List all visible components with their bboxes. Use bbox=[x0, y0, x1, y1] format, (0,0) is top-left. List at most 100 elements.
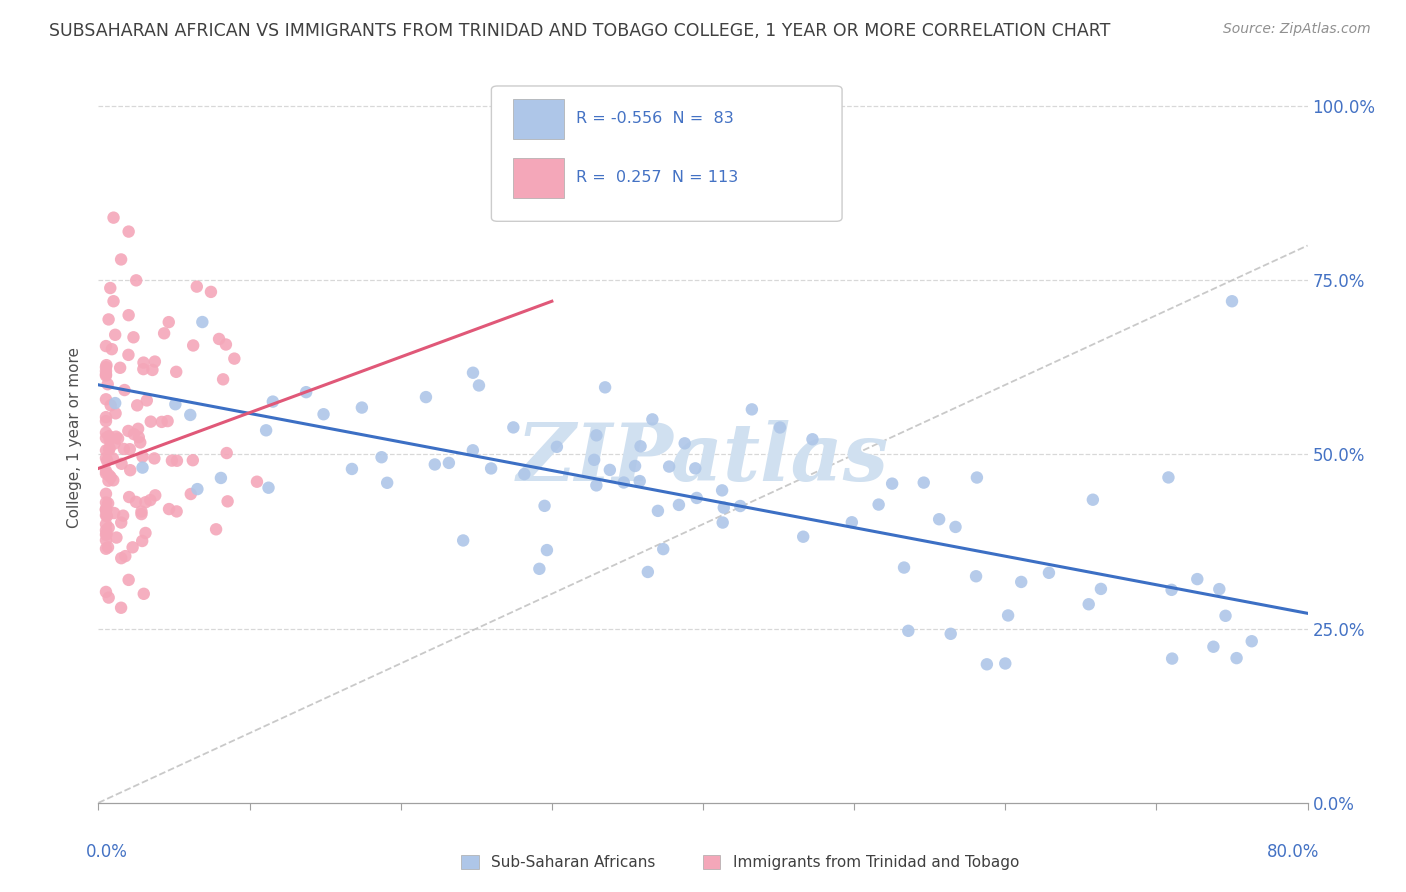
Point bbox=[118, 308, 141, 322]
Point bbox=[121, 541, 143, 555]
Point bbox=[215, 337, 238, 351]
Point bbox=[94, 467, 117, 481]
Point bbox=[94, 425, 117, 440]
Point bbox=[110, 457, 132, 471]
Point bbox=[479, 461, 502, 475]
Point bbox=[132, 587, 155, 601]
Point bbox=[583, 453, 606, 467]
Point bbox=[375, 475, 398, 490]
Point bbox=[94, 502, 117, 516]
Point bbox=[125, 273, 148, 287]
Point bbox=[224, 351, 246, 366]
Point bbox=[939, 627, 962, 641]
Point bbox=[215, 446, 238, 460]
Point bbox=[965, 569, 987, 583]
Point bbox=[98, 468, 121, 483]
Point bbox=[96, 509, 118, 524]
Point bbox=[98, 441, 121, 455]
Point bbox=[217, 494, 239, 508]
Point bbox=[97, 377, 120, 392]
Point bbox=[437, 456, 460, 470]
Point bbox=[1077, 597, 1099, 611]
Point bbox=[110, 551, 132, 566]
Point bbox=[122, 330, 145, 344]
Point bbox=[97, 474, 120, 488]
Point bbox=[897, 624, 920, 638]
Point bbox=[1220, 294, 1243, 309]
Point bbox=[1090, 582, 1112, 596]
Point bbox=[104, 327, 127, 342]
Point bbox=[652, 542, 675, 557]
Point bbox=[502, 420, 524, 434]
Text: R =  0.257  N = 113: R = 0.257 N = 113 bbox=[576, 169, 738, 185]
Point bbox=[97, 496, 120, 510]
Point bbox=[103, 506, 125, 520]
Point bbox=[94, 392, 117, 407]
Point bbox=[1161, 651, 1184, 665]
Point bbox=[134, 495, 156, 509]
Point bbox=[668, 498, 690, 512]
Point bbox=[100, 470, 122, 484]
Point bbox=[94, 443, 117, 458]
Point bbox=[125, 495, 148, 509]
Point bbox=[98, 442, 121, 457]
Point bbox=[103, 294, 125, 309]
Point bbox=[94, 528, 117, 542]
Point bbox=[131, 533, 153, 548]
Point bbox=[98, 429, 121, 443]
Point bbox=[624, 458, 647, 473]
Point bbox=[100, 398, 122, 412]
Point bbox=[801, 432, 824, 446]
Point bbox=[1226, 651, 1249, 665]
Text: R = -0.556  N =  83: R = -0.556 N = 83 bbox=[576, 112, 734, 127]
Point bbox=[630, 439, 652, 453]
Point bbox=[141, 363, 163, 377]
Point bbox=[122, 427, 145, 442]
Point bbox=[628, 474, 651, 488]
Point bbox=[686, 491, 709, 505]
Text: Sub-Saharan Africans: Sub-Saharan Africans bbox=[492, 855, 655, 870]
Point bbox=[741, 402, 763, 417]
Point bbox=[101, 451, 124, 466]
Point bbox=[94, 368, 117, 383]
Point bbox=[110, 516, 132, 530]
Y-axis label: College, 1 year or more: College, 1 year or more bbox=[67, 347, 83, 527]
Point bbox=[461, 366, 484, 380]
Point bbox=[103, 473, 125, 487]
FancyBboxPatch shape bbox=[513, 99, 564, 139]
Point bbox=[117, 424, 139, 438]
Point bbox=[1038, 566, 1060, 580]
Point bbox=[200, 285, 222, 299]
Point bbox=[131, 460, 153, 475]
Point bbox=[94, 517, 117, 532]
Point bbox=[882, 476, 904, 491]
Point bbox=[637, 565, 659, 579]
Point bbox=[179, 408, 201, 422]
Point bbox=[340, 462, 363, 476]
Point bbox=[94, 368, 117, 382]
Point bbox=[110, 252, 132, 267]
Point bbox=[132, 362, 155, 376]
Point bbox=[711, 483, 734, 498]
Point bbox=[110, 600, 132, 615]
Point bbox=[103, 436, 125, 450]
Point bbox=[658, 459, 681, 474]
Text: SUBSAHARAN AFRICAN VS IMMIGRANTS FROM TRINIDAD AND TOBAGO COLLEGE, 1 YEAR OR MOR: SUBSAHARAN AFRICAN VS IMMIGRANTS FROM TR… bbox=[49, 22, 1111, 40]
Point bbox=[673, 436, 696, 450]
Point bbox=[350, 401, 373, 415]
Point bbox=[585, 478, 607, 492]
Point bbox=[641, 412, 664, 426]
Point bbox=[105, 430, 128, 444]
Point bbox=[118, 490, 141, 504]
Point bbox=[181, 453, 204, 467]
Point bbox=[94, 360, 117, 375]
Point bbox=[423, 458, 446, 472]
Point bbox=[536, 543, 558, 558]
Point bbox=[186, 482, 208, 496]
Point bbox=[976, 657, 998, 672]
Point bbox=[156, 414, 179, 428]
Point bbox=[613, 475, 636, 490]
Point bbox=[97, 541, 120, 555]
Point bbox=[139, 493, 162, 508]
Point bbox=[143, 354, 166, 368]
